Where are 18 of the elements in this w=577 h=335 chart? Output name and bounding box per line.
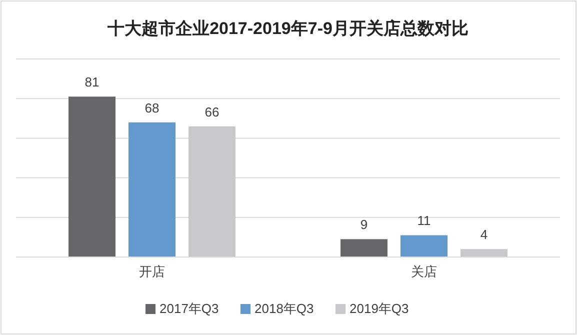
x-tick-label: 开店 [139, 264, 165, 279]
bar [128, 122, 176, 257]
data-label: 4 [480, 227, 488, 242]
chart-title: 十大超市企业2017-2019年7-9月开关店总数对比 [106, 19, 468, 38]
data-label: 11 [417, 213, 431, 228]
data-label: 9 [360, 217, 368, 232]
legend-label: 2017年Q3 [160, 301, 219, 316]
bar [460, 249, 508, 257]
bar [68, 96, 116, 257]
bar [340, 239, 388, 257]
bar [400, 235, 448, 257]
data-label: 81 [84, 74, 100, 90]
data-label: 68 [144, 100, 160, 116]
data-label: 66 [204, 104, 220, 120]
legend-label: 2019年Q3 [350, 301, 409, 316]
bar [188, 126, 236, 257]
x-tick-label: 关店 [411, 264, 437, 279]
legend-label: 2018年Q3 [254, 301, 314, 316]
